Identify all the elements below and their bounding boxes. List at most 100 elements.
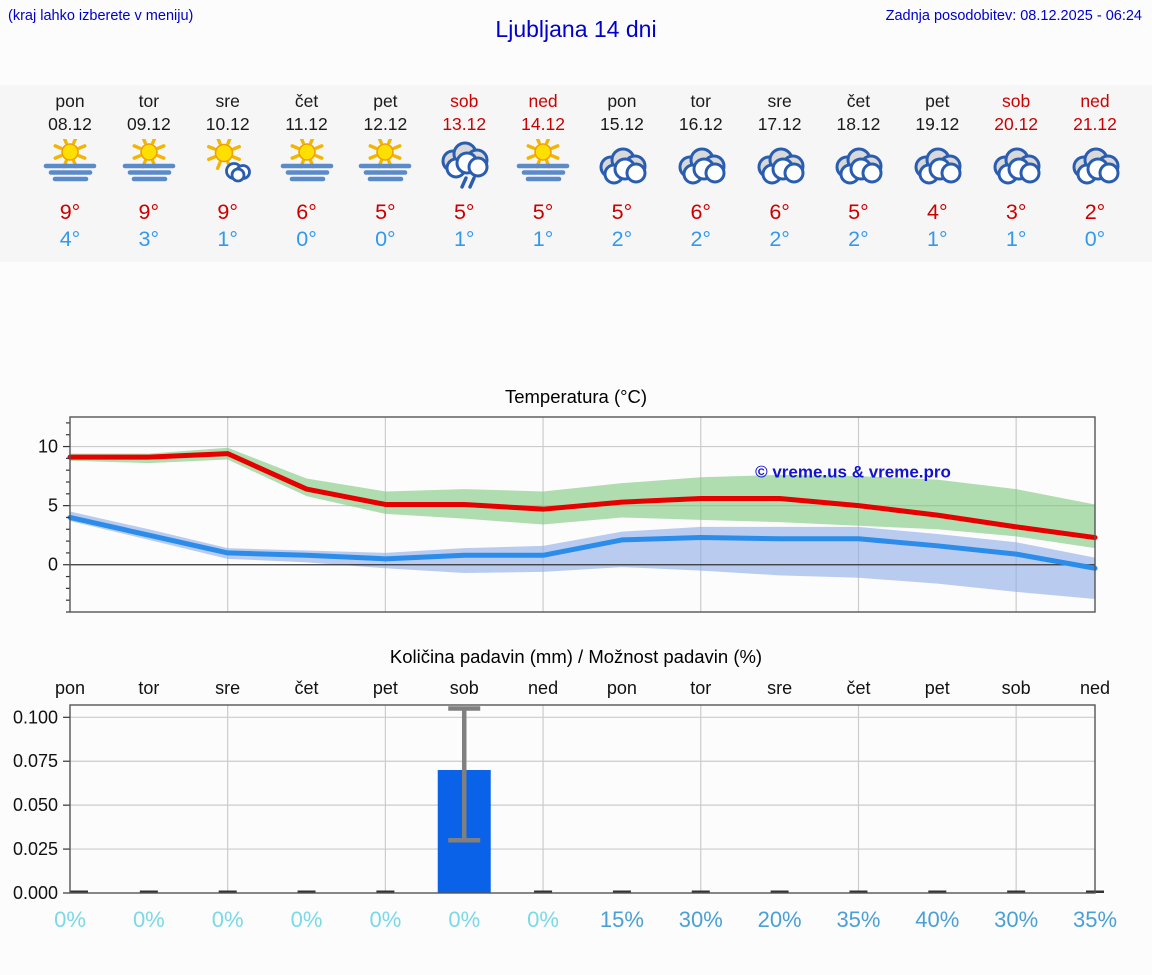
min-temperature-line [67,514,1098,571]
high-temp: 4° [927,200,948,224]
day-column: sob 13.12 5° 1° [425,90,504,252]
day-column: ned 21.12 2° 0° [1056,90,1135,252]
day-name: tor [690,91,711,111]
y-tick-label: 0.100 [13,707,58,727]
max-temperature-line [67,451,1098,541]
zero-precip-dash [139,890,158,893]
precip-probability: 15% [600,907,644,932]
y-tick-label: 0.025 [13,839,58,859]
day-name: sob [1002,91,1031,111]
precip-day-label: sre [215,678,240,698]
low-temp: 1° [453,227,475,251]
cloudy-icon [835,147,883,185]
day-name: pet [373,91,398,111]
zero-precip-dash [218,890,237,893]
cloudy-icon [993,147,1041,185]
day-date: 13.12 [442,114,487,134]
high-temp: 9° [138,200,160,224]
day-date: 10.12 [205,114,250,134]
precip-probability: 30% [994,907,1038,932]
high-temp: 6° [296,200,317,224]
precip-day-label: čet [295,678,319,698]
day-name: ned [1080,91,1110,111]
precip-day-label: tor [690,678,711,698]
sun-fog-icon [43,139,97,182]
day-date: 11.12 [285,114,328,134]
precip-probability: 35% [1073,907,1117,932]
sun-fog-icon [516,139,570,182]
precip-day-label: ned [528,678,558,698]
zero-precip-dash [849,890,868,893]
precip-probability: 35% [836,907,880,932]
high-temp: 5° [848,200,869,224]
precip-day-label: tor [138,678,159,698]
high-temp: 5° [611,200,633,224]
zero-precip-dash [297,890,316,893]
day-column: pon 15.12 5° 2° [583,90,662,252]
cloudy-icon [1072,147,1120,185]
y-tick-label: 0.050 [13,795,58,815]
precip-probability: 0% [448,907,480,932]
day-name: sob [450,91,479,111]
precip-probability: 0% [212,907,244,932]
y-tick-label: 5 [48,496,58,516]
y-tick-label: 0.000 [13,883,58,903]
day-name: čet [846,91,871,111]
temperature-chart-title: Temperatura (°C) [504,386,648,407]
day-name: pon [55,91,85,111]
precip-probability: 40% [915,907,959,932]
day-name: ned [528,91,558,111]
temperature-chart: © vreme.us & vreme.pro 0 5 10 [38,416,1098,613]
sun-cloud-icon [206,139,251,183]
location-hint: (kraj lahko izberete v meniju) [8,8,194,24]
day-date: 09.12 [126,114,171,134]
high-temp: 9° [217,200,238,224]
precip-day-label: pet [373,678,398,698]
low-temp: 2° [690,227,712,251]
zero-precip-dash [928,890,947,893]
day-column: pet 12.12 5° 0° [346,90,425,252]
zero-precip-dash [376,890,395,893]
day-column: sre 17.12 6° 2° [740,90,819,252]
high-temp: 5° [532,200,554,224]
low-temp: 3° [138,227,160,251]
day-column: čet 11.12 6° 0° [267,90,346,252]
sun-fog-icon [359,139,412,182]
forecast-strip: pon 08.12 9° 4° tor 09.12 9° 3° sre 10.12 9° 1° č… [0,85,1152,262]
day-date: 16.12 [678,114,723,134]
cloudy-icon [914,147,962,185]
cloudy-icon [599,147,647,185]
precip-probability: 20% [758,907,802,932]
cloudy-icon [757,147,805,185]
precip-day-label: pet [925,678,950,698]
day-name: tor [138,91,160,111]
high-temp: 2° [1084,200,1106,224]
sun-fog-icon [280,139,333,182]
day-column: čet 18.12 5° 2° [819,90,898,252]
day-date: 08.12 [48,114,92,134]
day-name: pet [925,91,950,111]
day-column: ned 14.12 5° 1° [504,90,583,252]
day-date: 18.12 [836,114,881,134]
cloudy-icon [678,147,726,185]
day-column: tor 09.12 9° 3° [109,90,188,252]
high-temp: 5° [453,200,475,224]
day-date: 21.12 [1073,114,1117,134]
day-name: sre [215,91,240,111]
day-name: pon [607,91,637,111]
low-temp: 1° [532,227,554,251]
page-title: Ljubljana 14 dni [495,16,657,42]
day-name: sre [767,91,792,111]
low-temp: 1° [927,227,948,251]
precip-day-label: pon [607,678,637,698]
precipitation-chart: pon tor sre čet pet sob ned pon tor sre čet pet sob n… [13,678,1117,932]
precip-probability: 0% [369,907,401,932]
low-temp: 1° [217,227,238,251]
day-column: pet 19.12 4° 1° [898,90,977,252]
high-temp: 5° [375,200,396,224]
low-temp: 4° [59,227,81,251]
day-column: pon 08.12 9° 4° [31,90,110,252]
precip-probability: 0% [54,907,86,932]
precip-probability: 30% [679,907,723,932]
